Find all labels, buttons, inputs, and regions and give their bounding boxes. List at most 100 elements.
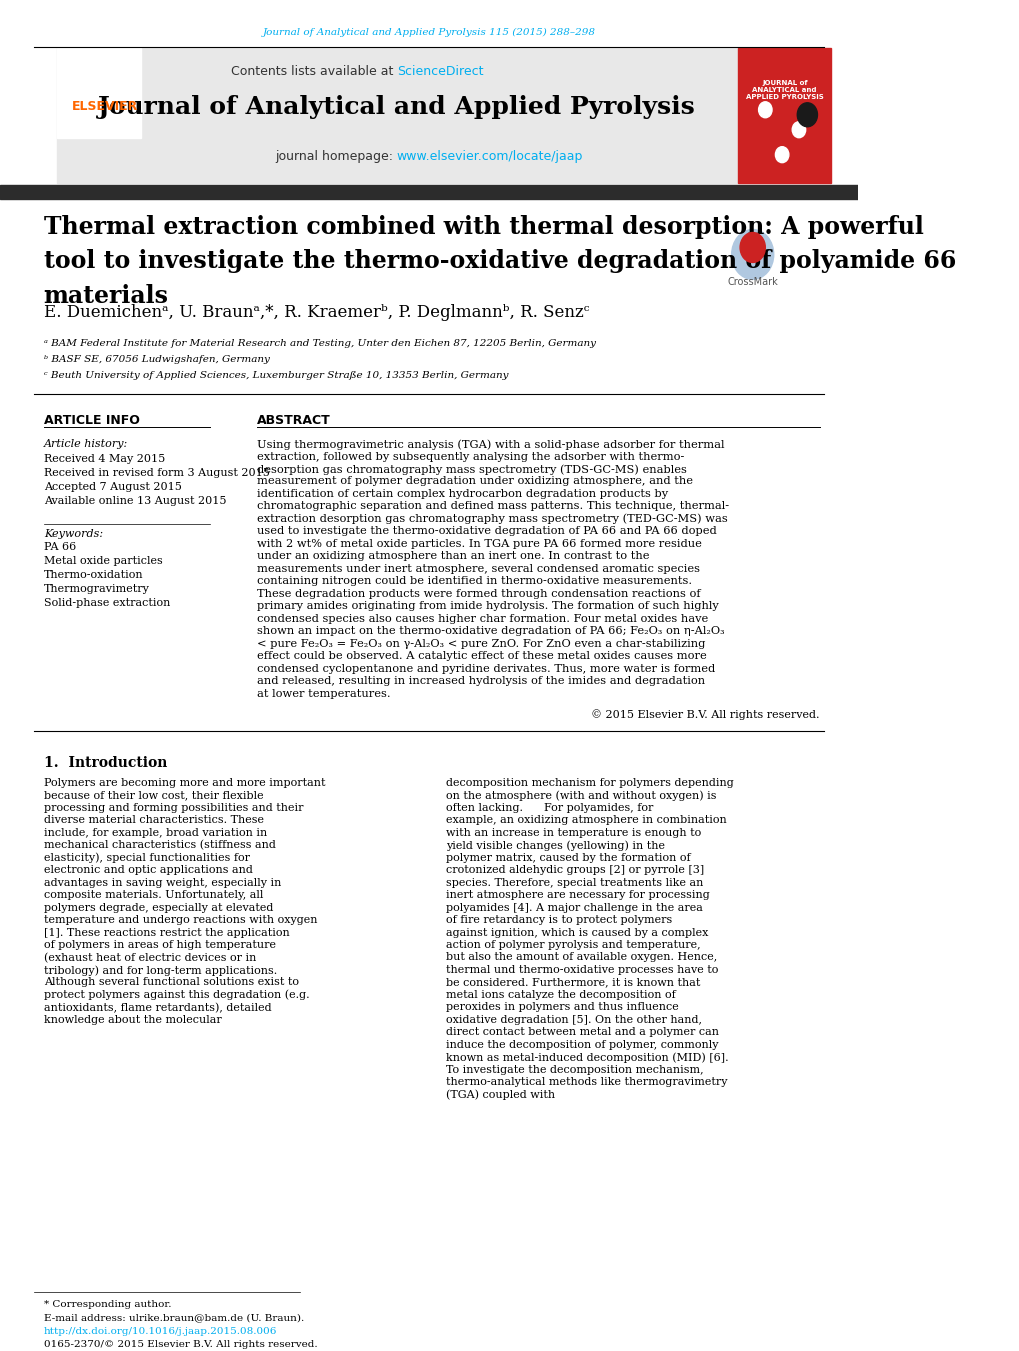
Text: 1.  Introduction: 1. Introduction <box>44 757 167 770</box>
Text: ᶜ Beuth University of Applied Sciences, Luxemburger Straße 10, 13353 Berlin, Ger: ᶜ Beuth University of Applied Sciences, … <box>44 372 507 380</box>
Text: polymers degrade, especially at elevated: polymers degrade, especially at elevated <box>44 902 273 912</box>
Text: species. Therefore, special treatments like an: species. Therefore, special treatments l… <box>445 878 702 888</box>
Text: with an increase in temperature is enough to: with an increase in temperature is enoug… <box>445 828 700 838</box>
Text: ELSEVIER: ELSEVIER <box>71 100 138 112</box>
Text: polymer matrix, caused by the formation of: polymer matrix, caused by the formation … <box>445 852 690 863</box>
Text: www.elsevier.com/locate/jaap: www.elsevier.com/locate/jaap <box>396 150 583 162</box>
Text: Article history:: Article history: <box>44 439 127 449</box>
Text: oxidative degradation [5]. On the other hand,: oxidative degradation [5]. On the other … <box>445 1015 701 1025</box>
Text: ARTICLE INFO: ARTICLE INFO <box>44 415 140 427</box>
Text: http://dx.doi.org/10.1016/j.jaap.2015.08.006: http://dx.doi.org/10.1016/j.jaap.2015.08… <box>44 1327 277 1336</box>
Text: metal ions catalyze the decomposition of: metal ions catalyze the decomposition of <box>445 990 675 1000</box>
Text: To investigate the decomposition mechanism,: To investigate the decomposition mechani… <box>445 1065 703 1075</box>
Text: < pure Fe₂O₃ = Fe₂O₃ on γ-Al₂O₃ < pure ZnO. For ZnO even a char-stabilizing: < pure Fe₂O₃ = Fe₂O₃ on γ-Al₂O₃ < pure Z… <box>256 639 704 648</box>
Text: induce the decomposition of polymer, commonly: induce the decomposition of polymer, com… <box>445 1040 717 1050</box>
Text: containing nitrogen could be identified in thermo-oxidative measurements.: containing nitrogen could be identified … <box>256 577 691 586</box>
Text: antioxidants, flame retardants), detailed: antioxidants, flame retardants), detaile… <box>44 1002 271 1013</box>
Text: Journal of Analytical and Applied Pyrolysis 115 (2015) 288–298: Journal of Analytical and Applied Pyroly… <box>262 28 595 36</box>
Text: used to investigate the thermo-oxidative degradation of PA 66 and PA 66 doped: used to investigate the thermo-oxidative… <box>256 527 715 536</box>
Text: (TGA) coupled with: (TGA) coupled with <box>445 1090 554 1100</box>
Text: action of polymer pyrolysis and temperature,: action of polymer pyrolysis and temperat… <box>445 940 700 950</box>
Text: on the atmosphere (with and without oxygen) is: on the atmosphere (with and without oxyg… <box>445 790 715 801</box>
Text: be considered. Furthermore, it is known that: be considered. Furthermore, it is known … <box>445 977 699 988</box>
Text: polyamides [4]. A major challenge in the area: polyamides [4]. A major challenge in the… <box>445 902 702 912</box>
Text: composite materials. Unfortunately, all: composite materials. Unfortunately, all <box>44 890 263 900</box>
Text: desorption gas chromatography mass spectrometry (TDS-GC-MS) enables: desorption gas chromatography mass spect… <box>256 463 686 474</box>
Text: Solid-phase extraction: Solid-phase extraction <box>44 597 170 608</box>
Text: diverse material characteristics. These: diverse material characteristics. These <box>44 815 264 825</box>
Text: direct contact between metal and a polymer can: direct contact between metal and a polym… <box>445 1027 718 1038</box>
Text: journal homepage:: journal homepage: <box>275 150 396 162</box>
Text: with 2 wt% of metal oxide particles. In TGA pure PA 66 formed more residue: with 2 wt% of metal oxide particles. In … <box>256 539 701 549</box>
Text: CrossMark: CrossMark <box>727 277 777 288</box>
Text: Thermal extraction combined with thermal desorption: A powerful: Thermal extraction combined with thermal… <box>44 215 922 239</box>
Text: chromatographic separation and defined mass patterns. This technique, thermal-: chromatographic separation and defined m… <box>256 501 728 512</box>
Text: temperature and undergo reactions with oxygen: temperature and undergo reactions with o… <box>44 915 317 925</box>
Text: and released, resulting in increased hydrolysis of the imides and degradation: and released, resulting in increased hyd… <box>256 676 704 686</box>
Text: crotonized aldehydic groups [2] or pyrrole [3]: crotonized aldehydic groups [2] or pyrro… <box>445 865 703 875</box>
Bar <box>57 47 736 182</box>
Text: mechanical characteristics (stiffness and: mechanical characteristics (stiffness an… <box>44 840 275 851</box>
Text: condensed cyclopentanone and pyridine derivates. Thus, more water is formed: condensed cyclopentanone and pyridine de… <box>256 663 714 674</box>
Text: Keywords:: Keywords: <box>44 528 103 539</box>
Text: [1]. These reactions restrict the application: [1]. These reactions restrict the applic… <box>44 928 289 938</box>
Text: These degradation products were formed through condensation reactions of: These degradation products were formed t… <box>256 589 699 598</box>
Text: shown an impact on the thermo-oxidative degradation of PA 66; Fe₂O₃ on η-Al₂O₃: shown an impact on the thermo-oxidative … <box>256 626 723 636</box>
Text: ᵃ BAM Federal Institute for Material Research and Testing, Unter den Eichen 87, : ᵃ BAM Federal Institute for Material Res… <box>44 339 595 349</box>
Text: Using thermogravimetric analysis (TGA) with a solid-phase adsorber for thermal: Using thermogravimetric analysis (TGA) w… <box>256 439 723 450</box>
Text: yield visible changes (yellowing) in the: yield visible changes (yellowing) in the <box>445 840 664 851</box>
Text: Metal oxide particles: Metal oxide particles <box>44 555 162 566</box>
Text: ABSTRACT: ABSTRACT <box>256 415 330 427</box>
Text: © 2015 Elsevier B.V. All rights reserved.: © 2015 Elsevier B.V. All rights reserved… <box>591 709 819 720</box>
Text: thermal und thermo-oxidative processes have to: thermal und thermo-oxidative processes h… <box>445 965 717 975</box>
Circle shape <box>758 101 771 118</box>
Text: tool to investigate the thermo-oxidative degradation of polyamide 66: tool to investigate the thermo-oxidative… <box>44 250 955 273</box>
Text: tribology) and for long-term applications.: tribology) and for long-term application… <box>44 965 277 975</box>
Text: Although several functional solutions exist to: Although several functional solutions ex… <box>44 977 299 988</box>
Text: of fire retardancy is to protect polymers: of fire retardancy is to protect polymer… <box>445 915 672 925</box>
Text: E-mail address: ulrike.braun@bam.de (U. Braun).: E-mail address: ulrike.braun@bam.de (U. … <box>44 1313 304 1323</box>
Circle shape <box>792 122 805 138</box>
Bar <box>57 47 142 138</box>
Text: decomposition mechanism for polymers depending: decomposition mechanism for polymers dep… <box>445 778 733 788</box>
Text: elasticity), special functionalities for: elasticity), special functionalities for <box>44 852 250 863</box>
Text: electronic and optic applications and: electronic and optic applications and <box>44 865 253 875</box>
Text: E. Duemichenᵃ, U. Braunᵃ,*, R. Kraemerᵇ, P. Deglmannᵇ, R. Senzᶜ: E. Duemichenᵃ, U. Braunᵃ,*, R. Kraemerᵇ,… <box>44 304 589 322</box>
Text: * Corresponding author.: * Corresponding author. <box>44 1300 171 1309</box>
Text: known as metal-induced decomposition (MID) [6].: known as metal-induced decomposition (MI… <box>445 1052 728 1063</box>
Text: processing and forming possibilities and their: processing and forming possibilities and… <box>44 802 303 813</box>
Text: inert atmosphere are necessary for processing: inert atmosphere are necessary for proce… <box>445 890 709 900</box>
Text: include, for example, broad variation in: include, for example, broad variation in <box>44 828 267 838</box>
Text: under an oxidizing atmosphere than an inert one. In contrast to the: under an oxidizing atmosphere than an in… <box>256 551 648 561</box>
Text: ᵇ BASF SE, 67056 Ludwigshafen, Germany: ᵇ BASF SE, 67056 Ludwigshafen, Germany <box>44 355 269 365</box>
Text: thermo-analytical methods like thermogravimetry: thermo-analytical methods like thermogra… <box>445 1077 727 1088</box>
Text: Available online 13 August 2015: Available online 13 August 2015 <box>44 496 226 507</box>
Bar <box>738 47 830 182</box>
Text: Polymers are becoming more and more important: Polymers are becoming more and more impo… <box>44 778 325 788</box>
Text: Accepted 7 August 2015: Accepted 7 August 2015 <box>44 482 181 492</box>
Text: advantages in saving weight, especially in: advantages in saving weight, especially … <box>44 878 281 888</box>
Text: extraction desorption gas chromatography mass spectrometry (TED-GC-MS) was: extraction desorption gas chromatography… <box>256 513 727 524</box>
Text: ScienceDirect: ScienceDirect <box>396 65 483 78</box>
Text: often lacking.      For polyamides, for: often lacking. For polyamides, for <box>445 802 652 813</box>
Text: protect polymers against this degradation (e.g.: protect polymers against this degradatio… <box>44 990 309 1001</box>
Bar <box>0 185 857 199</box>
Text: Received in revised form 3 August 2015: Received in revised form 3 August 2015 <box>44 467 269 478</box>
Text: extraction, followed by subsequently analysing the adsorber with thermo-: extraction, followed by subsequently ana… <box>256 451 683 462</box>
Text: Contents lists available at: Contents lists available at <box>230 65 396 78</box>
Text: measurement of polymer degradation under oxidizing atmosphere, and the: measurement of polymer degradation under… <box>256 477 692 486</box>
Text: knowledge about the molecular: knowledge about the molecular <box>44 1015 221 1025</box>
Text: JOURNAL of
ANALYTICAL and
APPLIED PYROLYSIS: JOURNAL of ANALYTICAL and APPLIED PYROLY… <box>745 80 822 100</box>
Text: of polymers in areas of high temperature: of polymers in areas of high temperature <box>44 940 275 950</box>
Text: Journal of Analytical and Applied Pyrolysis: Journal of Analytical and Applied Pyroly… <box>98 95 695 119</box>
Text: measurements under inert atmosphere, several condensed aromatic species: measurements under inert atmosphere, sev… <box>256 563 699 574</box>
Text: Thermo-oxidation: Thermo-oxidation <box>44 570 144 580</box>
Text: PA 66: PA 66 <box>44 542 75 551</box>
Circle shape <box>731 230 773 280</box>
Text: at lower temperatures.: at lower temperatures. <box>256 689 389 698</box>
Text: primary amides originating from imide hydrolysis. The formation of such highly: primary amides originating from imide hy… <box>256 601 717 611</box>
Text: condensed species also causes higher char formation. Four metal oxides have: condensed species also causes higher cha… <box>256 613 707 624</box>
Text: (exhaust heat of electric devices or in: (exhaust heat of electric devices or in <box>44 952 256 963</box>
Text: 0165-2370/© 2015 Elsevier B.V. All rights reserved.: 0165-2370/© 2015 Elsevier B.V. All right… <box>44 1340 317 1350</box>
Circle shape <box>740 232 764 262</box>
